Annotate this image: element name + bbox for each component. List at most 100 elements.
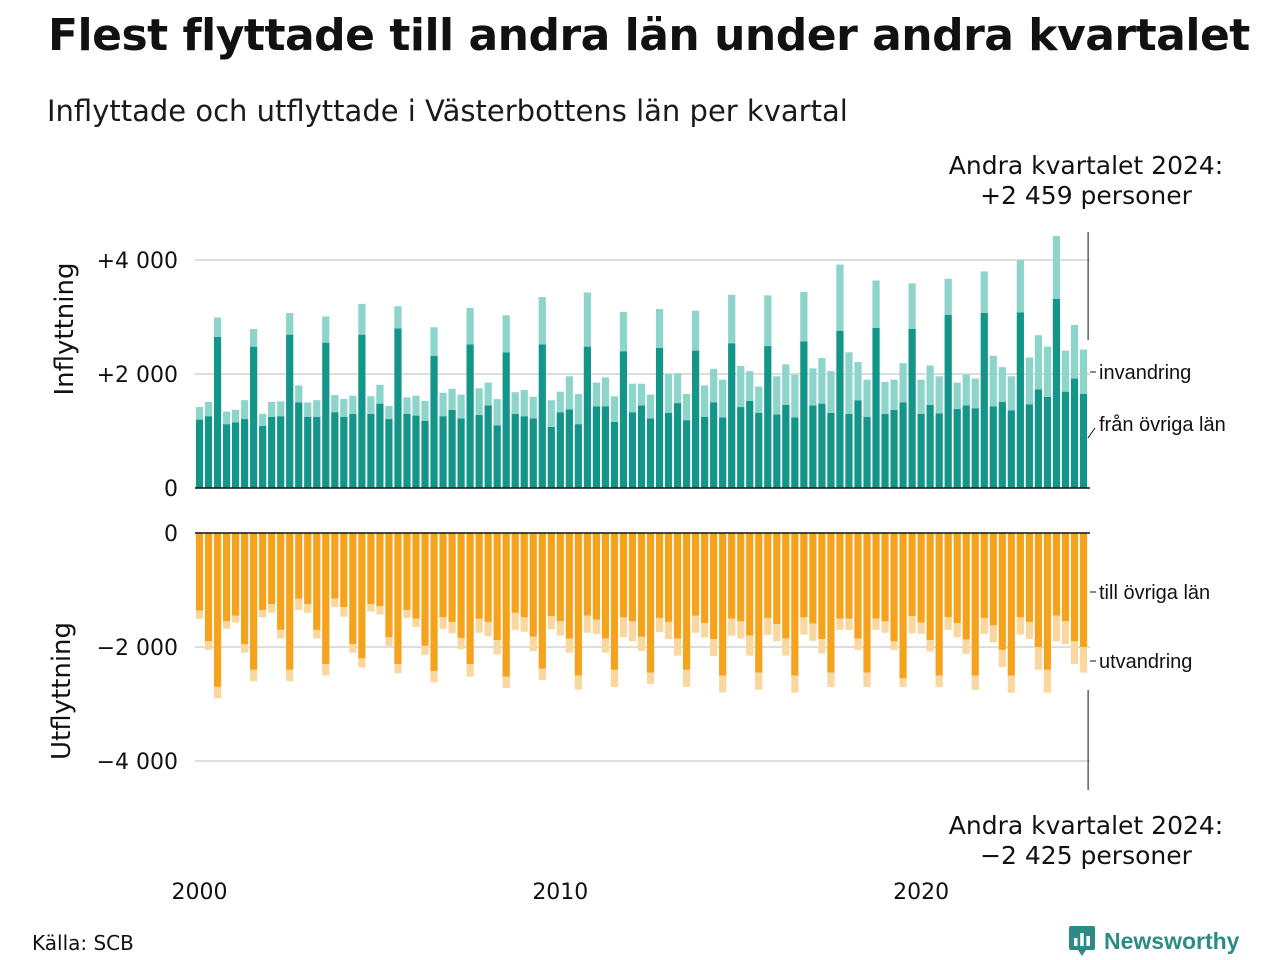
top-y-tick-label: +2 000 (97, 363, 178, 388)
bar-in-domestic (286, 334, 294, 488)
bar-out-domestic (980, 533, 988, 618)
bar-out-foreign (953, 623, 961, 638)
bar-in-domestic (827, 412, 835, 488)
bar-in-foreign (250, 328, 258, 347)
bar-in-domestic (250, 346, 258, 488)
bar-in-domestic (538, 344, 546, 488)
bar-out-foreign (502, 676, 510, 689)
bar-in-foreign (195, 407, 204, 420)
bar-in-foreign (1043, 346, 1052, 397)
bar-in-foreign (222, 411, 231, 425)
bar-in-foreign (295, 385, 303, 403)
bar-out-domestic (935, 533, 943, 676)
bar-out-foreign (421, 645, 429, 655)
bar-out-foreign (917, 622, 925, 634)
bar-out-foreign (601, 638, 610, 653)
bar-in-foreign (728, 294, 736, 344)
bar-in-domestic (529, 418, 537, 488)
bar-out-domestic (1052, 533, 1061, 616)
bar-in-foreign (556, 391, 564, 413)
bar-in-domestic (574, 424, 582, 488)
bar-out-domestic (1007, 533, 1015, 676)
bar-in-domestic (394, 328, 402, 488)
bar-in-foreign (259, 413, 267, 426)
bar-in-domestic (241, 419, 249, 488)
bar-in-domestic (1070, 378, 1079, 488)
bar-out-domestic (1070, 533, 1079, 642)
bar-in-foreign (836, 264, 844, 331)
x-tick-label: 2000 (172, 880, 228, 905)
bar-out-foreign (556, 621, 564, 636)
bar-out-foreign (1016, 617, 1024, 635)
bar-out-domestic (439, 533, 447, 618)
bar-out-foreign (755, 672, 763, 690)
bar-out-foreign (908, 616, 916, 634)
bar-out-domestic (520, 533, 528, 618)
bar-out-domestic (673, 533, 682, 639)
bar-in-domestic (385, 419, 393, 488)
bar-out-foreign (213, 686, 222, 699)
bar-out-foreign (222, 621, 231, 629)
bar-out-foreign (989, 625, 997, 643)
bar-in-domestic (1007, 410, 1015, 488)
bar-out-foreign (565, 638, 573, 653)
bar-out-foreign (655, 617, 664, 633)
bar-in-foreign (809, 368, 817, 406)
bar-out-domestic (222, 533, 231, 622)
top-y-tick-label: 0 (164, 477, 178, 502)
bar-out-domestic (1016, 533, 1024, 618)
bar-out-domestic (908, 533, 916, 617)
brand-name: Newsworthy (1104, 927, 1240, 954)
bar-out-foreign (430, 670, 438, 683)
bar-out-foreign (1034, 647, 1042, 670)
bar-out-domestic (213, 533, 222, 687)
bar-in-domestic (800, 341, 808, 488)
bar-out-domestic (917, 533, 925, 623)
bar-in-foreign (286, 313, 294, 335)
bar-in-domestic (646, 418, 655, 488)
bar-out-domestic (944, 533, 952, 618)
bar-out-domestic (322, 533, 330, 665)
bar-out-foreign (1025, 621, 1033, 640)
bar-in-foreign (637, 383, 646, 406)
bar-in-domestic (989, 406, 997, 488)
chart-subtitle: Inflyttade och utflyttade i Västerbotten… (47, 94, 848, 128)
legend-fran-ovriga-lan-tick (1087, 427, 1096, 439)
bar-in-foreign (1016, 260, 1024, 313)
callout-latest-outflow: Andra kvartalet 2024: −2 425 personer (926, 811, 1246, 871)
bar-in-foreign (881, 381, 889, 414)
bar-out-domestic (331, 533, 339, 599)
bar-in-domestic (313, 416, 321, 488)
bar-out-foreign (439, 617, 447, 629)
bar-out-foreign (231, 615, 240, 623)
legend-till-ovriga-lan: till övriga län (1099, 582, 1210, 604)
bar-in-foreign (394, 306, 402, 329)
bar-in-domestic (791, 417, 799, 488)
bar-in-domestic (610, 421, 619, 488)
bar-in-foreign (204, 401, 213, 417)
bar-in-foreign (466, 307, 474, 345)
bar-in-domestic (944, 314, 952, 488)
bar-in-domestic (222, 424, 231, 488)
bar-in-foreign (746, 371, 754, 401)
bar-in-domestic (195, 419, 204, 488)
bar-out-domestic (304, 533, 312, 605)
bar-out-domestic (719, 533, 727, 676)
bar-out-domestic (277, 533, 285, 630)
bar-out-domestic (818, 533, 826, 640)
bar-in-domestic (502, 352, 510, 488)
bar-in-foreign (1007, 376, 1015, 411)
bar-in-foreign (845, 352, 853, 414)
bar-out-domestic (962, 533, 970, 640)
bar-in-foreign (953, 382, 961, 409)
bar-in-foreign (439, 392, 447, 417)
bar-out-domestic (358, 533, 366, 659)
bar-out-domestic (682, 533, 691, 670)
bar-in-foreign (791, 374, 799, 418)
bar-out-foreign (1061, 621, 1070, 645)
bar-out-foreign (412, 618, 420, 628)
bar-in-domestic (628, 412, 637, 488)
bar-out-foreign (728, 618, 736, 636)
bar-chart-logo-icon (1069, 926, 1095, 956)
bar-in-domestic (349, 413, 357, 488)
